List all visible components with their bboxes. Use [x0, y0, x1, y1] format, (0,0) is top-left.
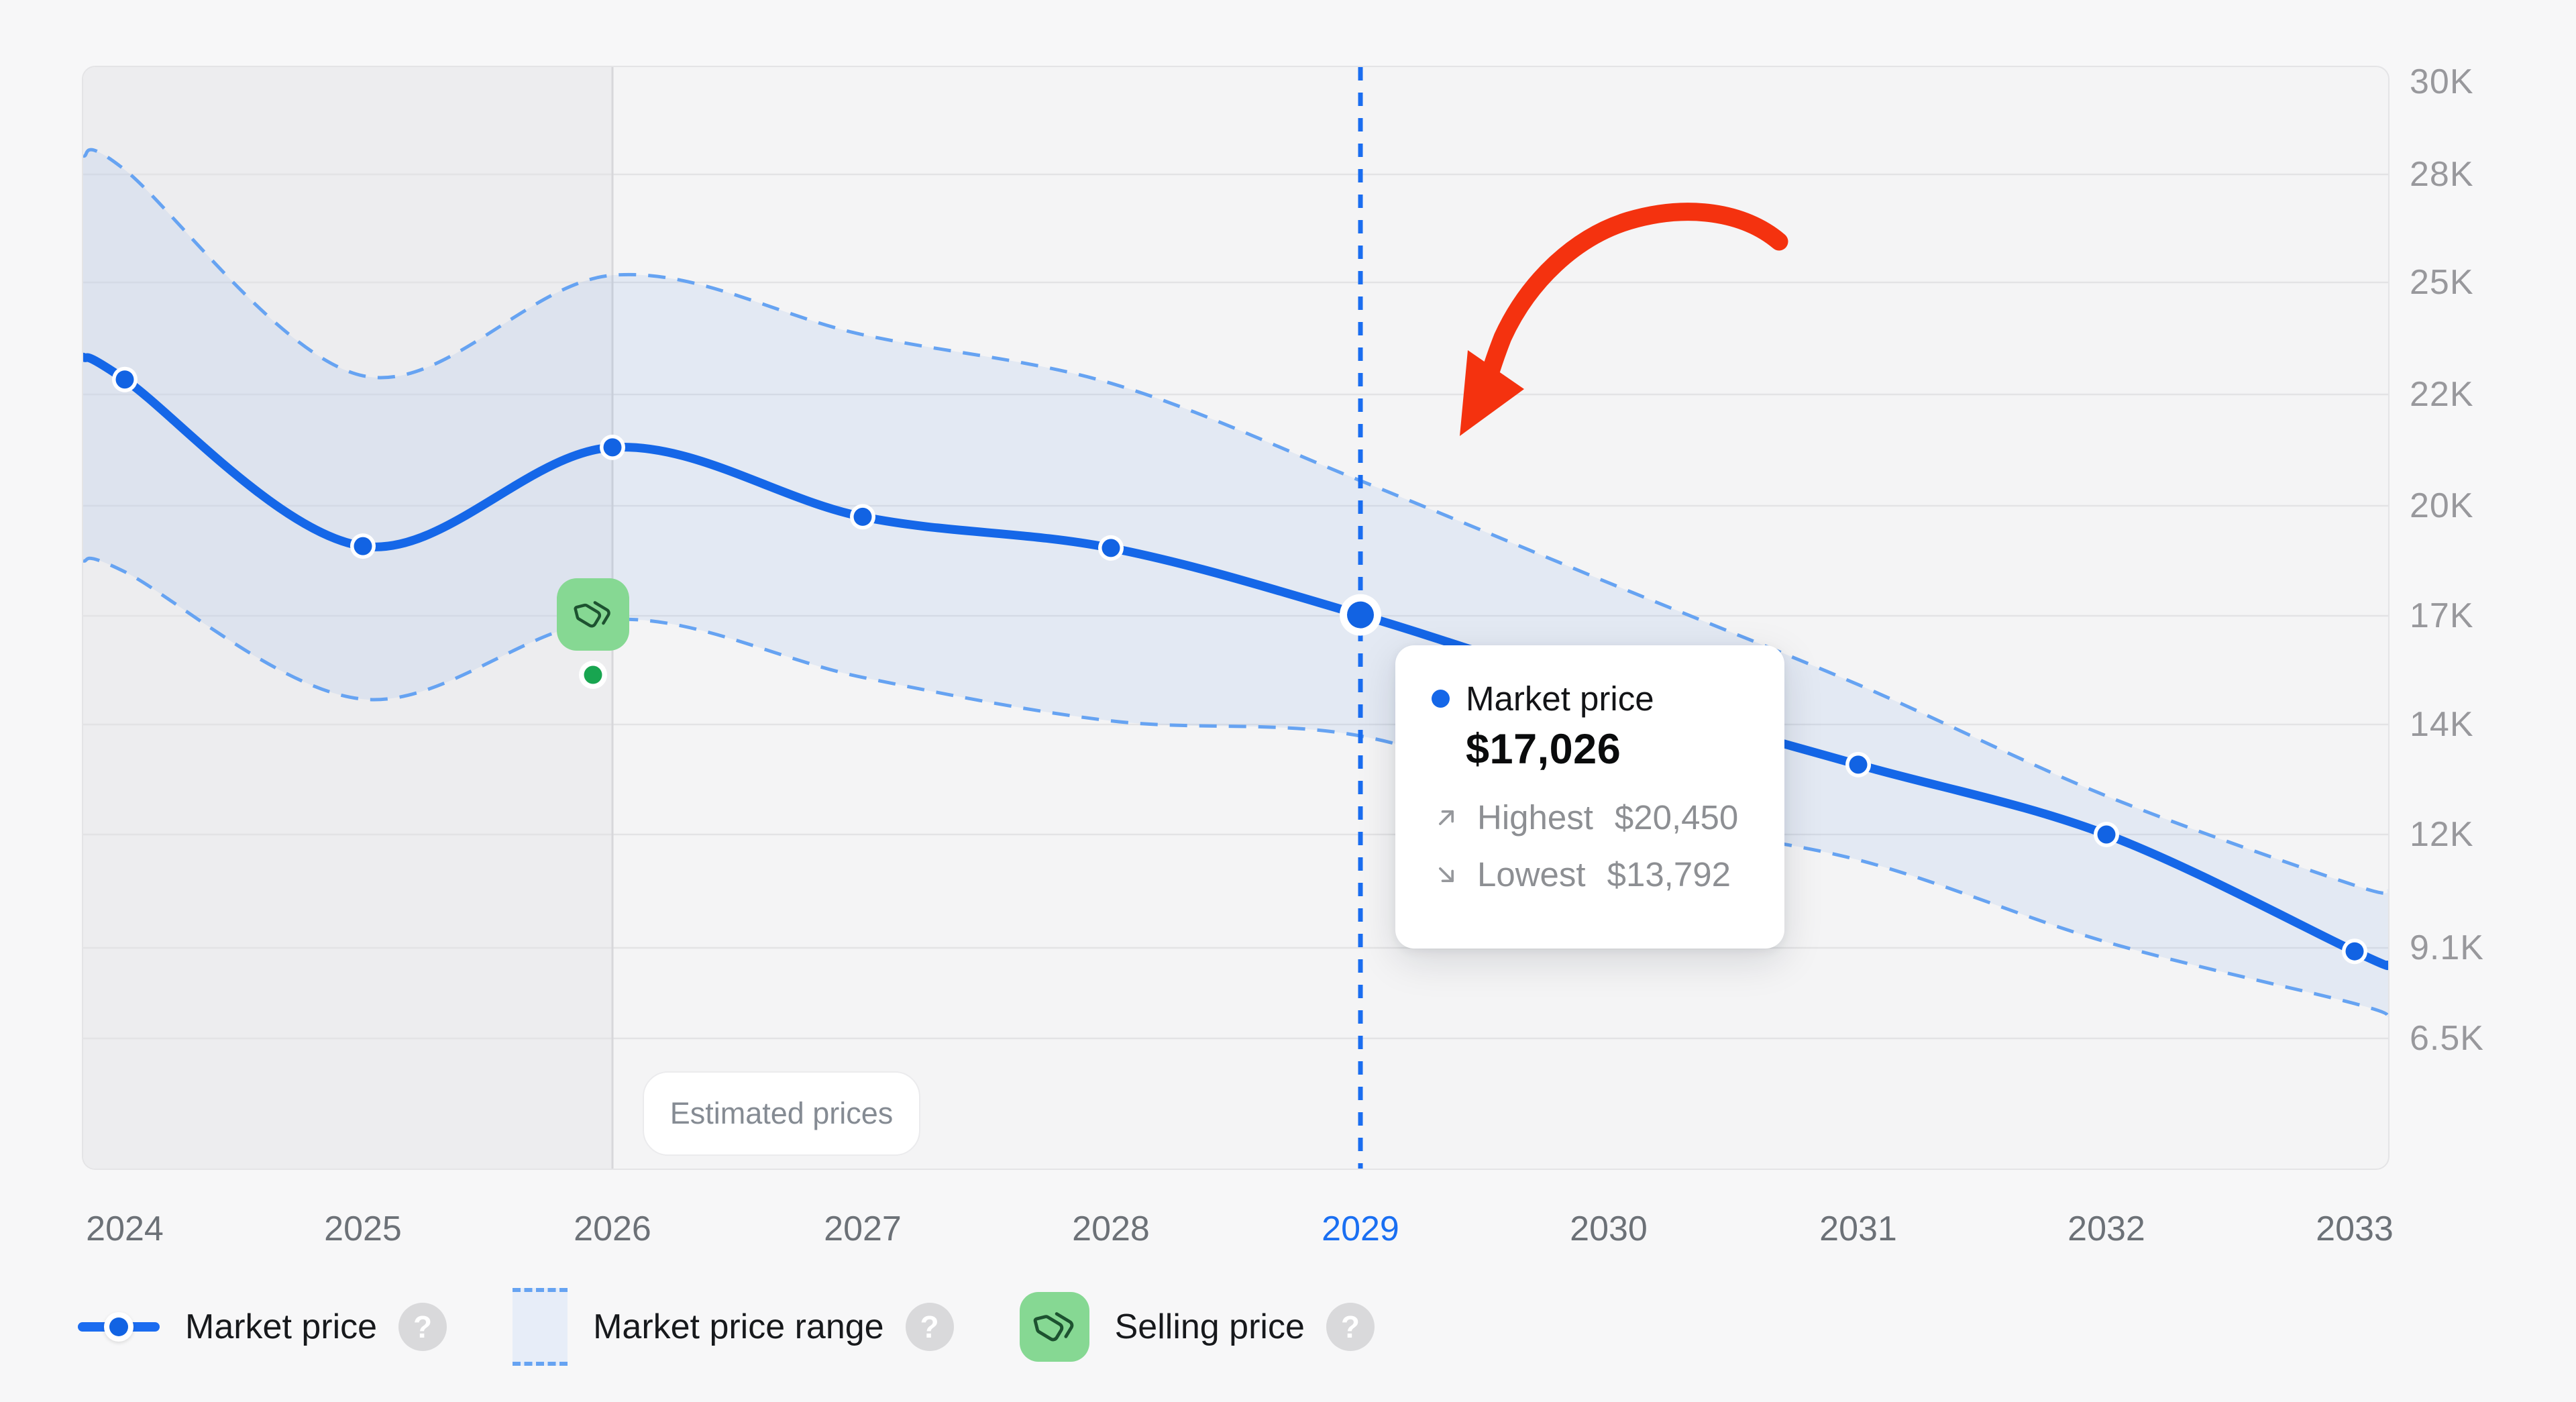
x-tick-2025[interactable]: 2025 — [324, 1209, 402, 1248]
x-tick-2026[interactable]: 2026 — [574, 1209, 651, 1248]
tooltip-lowest-row: Lowest $13,792 — [1432, 855, 1748, 894]
tooltip-highest-row: Highest $20,450 — [1432, 798, 1748, 837]
selling-price-dot[interactable] — [584, 665, 602, 684]
market-price-tooltip: Market price $17,026 Highest $20,450 Low… — [1395, 645, 1784, 949]
arrow-down-right-icon — [1439, 867, 1454, 882]
tooltip-series-label: Market price — [1466, 680, 1654, 718]
selling-price-marker[interactable] — [557, 578, 629, 689]
market-price-point-2028[interactable] — [1102, 539, 1120, 557]
x-tick-2030[interactable]: 2030 — [1570, 1209, 1648, 1248]
help-icon[interactable]: ? — [398, 1303, 447, 1351]
red-arrow-head — [1460, 350, 1524, 436]
y-tick-12K: 12K — [2410, 815, 2474, 854]
range-lower-bound-line — [83, 556, 2388, 1020]
tag-icon — [1033, 1312, 1073, 1342]
market-price-range-area — [83, 150, 2388, 1018]
market-price-line-swatch-icon — [78, 1311, 160, 1343]
legend-item-selling-price[interactable]: Selling price ? — [1019, 1292, 1375, 1362]
legend-item-market-price[interactable]: Market price ? — [78, 1303, 447, 1351]
arrow-up-right-icon — [1439, 810, 1454, 825]
market-price-point-2026[interactable] — [603, 438, 622, 457]
red-arrow-annotation — [1460, 203, 1788, 436]
gridlines — [83, 173, 2388, 1040]
legend-market-price-label: Market price — [185, 1307, 378, 1346]
range-upper-bound-line — [83, 148, 2388, 895]
market-price-point-2029[interactable] — [1347, 601, 1374, 629]
y-tick-22K: 22K — [2410, 375, 2474, 414]
y-tick-14K: 14K — [2410, 705, 2474, 744]
past-years-region — [83, 67, 613, 1169]
x-tick-2029[interactable]: 2029 — [1322, 1209, 1399, 1248]
x-tick-2031[interactable]: 2031 — [1819, 1209, 1897, 1248]
selling-price-swatch-icon — [1019, 1292, 1089, 1362]
chart-card — [82, 66, 2390, 1170]
x-tick-2024[interactable]: 2024 — [86, 1209, 164, 1248]
market-price-range-swatch-icon — [513, 1288, 568, 1366]
help-icon[interactable]: ? — [905, 1303, 954, 1351]
help-icon[interactable]: ? — [1326, 1303, 1375, 1351]
x-tick-2027[interactable]: 2027 — [824, 1209, 902, 1248]
market-price-point-2027[interactable] — [853, 507, 872, 526]
market-price-dot-icon — [1432, 690, 1450, 708]
market-price-point-2031[interactable] — [1849, 755, 1868, 774]
tooltip-lowest-value: $13,792 — [1607, 855, 1731, 894]
market-price-point-2025[interactable] — [354, 537, 372, 555]
tooltip-lowest-label: Lowest — [1477, 855, 1586, 894]
market-price-dots[interactable] — [112, 366, 2367, 965]
legend-item-market-price-range[interactable]: Market price range ? — [513, 1288, 954, 1366]
legend: Market price ? Market price range ? Sell… — [78, 1288, 1375, 1366]
tooltip-highest-label: Highest — [1477, 798, 1593, 837]
x-tick-2028[interactable]: 2028 — [1072, 1209, 1150, 1248]
y-tick-6.5K: 6.5K — [2410, 1019, 2484, 1058]
x-tick-2033[interactable]: 2033 — [2316, 1209, 2394, 1248]
legend-market-price-range-label: Market price range — [593, 1307, 884, 1346]
tag-icon — [574, 601, 610, 628]
y-tick-25K: 25K — [2410, 263, 2474, 302]
y-tick-17K: 17K — [2410, 596, 2474, 635]
red-arrow-shaft — [1481, 203, 1788, 381]
x-tick-2032[interactable]: 2032 — [2068, 1209, 2145, 1248]
y-tick-28K: 28K — [2410, 155, 2474, 194]
market-price-point-2032[interactable] — [2097, 825, 2116, 844]
market-price-point-2024[interactable] — [115, 370, 134, 389]
tooltip-market-price-value: $17,026 — [1466, 726, 1621, 773]
legend-selling-price-label: Selling price — [1114, 1307, 1305, 1346]
y-tick-9.1K: 9.1K — [2410, 928, 2484, 967]
y-tick-30K: 30K — [2410, 62, 2474, 101]
y-tick-20K: 20K — [2410, 486, 2474, 525]
market-price-point-2033[interactable] — [2345, 942, 2364, 961]
tooltip-highest-value: $20,450 — [1614, 798, 1739, 837]
estimated-prices-label: Estimated prices — [643, 1071, 920, 1156]
